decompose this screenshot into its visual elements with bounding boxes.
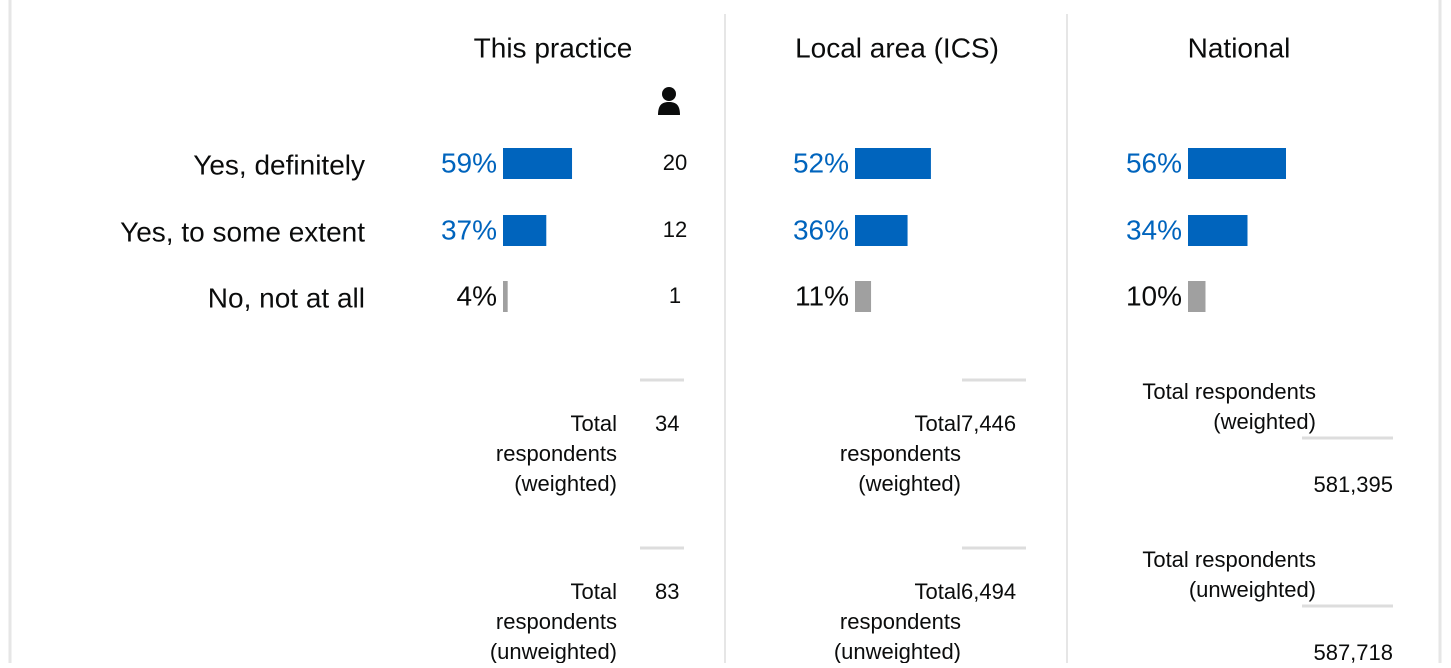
column-title: This practice bbox=[474, 32, 633, 63]
percent-label: 56% bbox=[1126, 147, 1182, 178]
total-label: Total bbox=[915, 411, 961, 436]
percent-label: 11% bbox=[795, 280, 849, 311]
total-value: 581,395 bbox=[1313, 472, 1393, 497]
total-label: respondents bbox=[840, 609, 961, 634]
percent-label: 36% bbox=[793, 214, 849, 245]
bar bbox=[503, 215, 547, 246]
bar bbox=[855, 281, 872, 312]
total-value: 7,446 bbox=[961, 411, 1016, 436]
total-label: (unweighted) bbox=[1189, 577, 1316, 602]
count: 12 bbox=[663, 217, 687, 242]
row-label: Yes, to some extent bbox=[120, 216, 365, 247]
total-label: (unweighted) bbox=[490, 639, 617, 663]
percent-label: 37% bbox=[441, 214, 497, 245]
total-label: (weighted) bbox=[858, 471, 961, 496]
count: 20 bbox=[663, 150, 687, 175]
total-value: 587,718 bbox=[1313, 640, 1393, 663]
percent-label: 4% bbox=[457, 280, 497, 311]
total-label: Total respondents bbox=[1142, 379, 1316, 404]
percent-label: 59% bbox=[441, 147, 497, 178]
total-label: Total bbox=[571, 579, 617, 604]
total-label: Total bbox=[571, 411, 617, 436]
column-title: Local area (ICS) bbox=[795, 32, 999, 63]
total-label: respondents bbox=[496, 441, 617, 466]
person-icon bbox=[658, 87, 680, 115]
bar bbox=[855, 215, 908, 246]
total-label: Total respondents bbox=[1142, 547, 1316, 572]
bar bbox=[1188, 215, 1248, 246]
bar bbox=[503, 148, 573, 179]
count: 1 bbox=[669, 283, 681, 308]
percent-label: 52% bbox=[793, 147, 849, 178]
row-label: Yes, definitely bbox=[193, 149, 365, 180]
total-label: (unweighted) bbox=[834, 639, 961, 663]
total-label: respondents bbox=[840, 441, 961, 466]
bar bbox=[1188, 281, 1206, 312]
column-title: National bbox=[1188, 32, 1291, 63]
percent-label: 34% bbox=[1126, 214, 1182, 245]
percent-label: 10% bbox=[1126, 280, 1182, 311]
total-value: 6,494 bbox=[961, 579, 1016, 604]
total-label: respondents bbox=[496, 609, 617, 634]
total-value: 83 bbox=[655, 579, 679, 604]
bar bbox=[855, 148, 931, 179]
row-label: No, not at all bbox=[208, 282, 365, 313]
total-label: (weighted) bbox=[1213, 409, 1316, 434]
bar bbox=[1188, 148, 1286, 179]
total-value: 34 bbox=[655, 411, 679, 436]
total-label: Total bbox=[915, 579, 961, 604]
bar bbox=[503, 281, 508, 312]
total-label: (weighted) bbox=[514, 471, 617, 496]
